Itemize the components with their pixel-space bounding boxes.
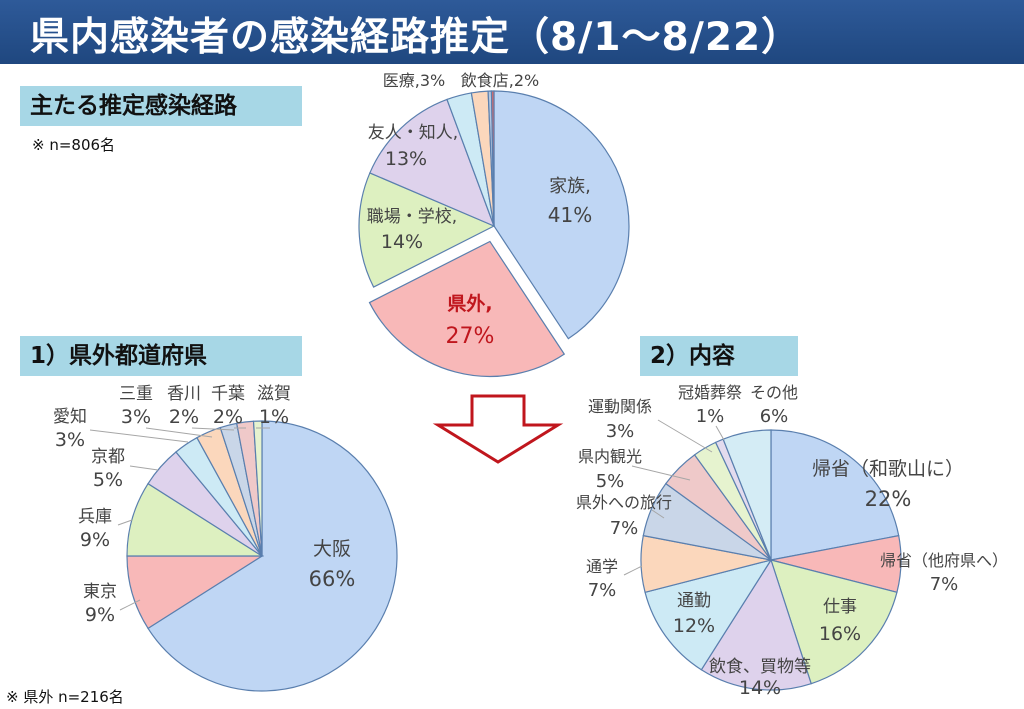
pie-slice [490, 90, 495, 227]
prefecture-heading: 1）県外都道府県 [20, 336, 302, 376]
slice-percent-label: 16% [819, 623, 861, 645]
pie-slice [147, 420, 398, 692]
slice-category-label: 県内観光 [578, 447, 642, 466]
slice-category-label: 愛知 [53, 407, 87, 427]
slice-percent-label: 5% [93, 469, 123, 491]
slice-label: 飲食店,2% [461, 71, 539, 90]
slice-percent-label: 7% [588, 580, 617, 601]
leader-line [631, 465, 691, 481]
slice-category-label: 冠婚葬祭 [678, 383, 742, 402]
slice-percent-label: 6% [760, 406, 789, 427]
slice-category-label: 友人・知人, [368, 123, 458, 143]
slice-percent-label: 3% [121, 406, 151, 428]
pie-slice [369, 98, 496, 228]
slice-category-label: 東京 [83, 582, 117, 602]
leader-line [89, 429, 189, 443]
slice-category-label: 家族, [549, 176, 591, 197]
pie-slice [770, 559, 898, 685]
slice-percent-label: 12% [673, 615, 715, 637]
slice-percent-label: 9% [85, 604, 115, 626]
slice-percent-label: 5% [596, 471, 625, 492]
leader-line [117, 519, 133, 526]
slice-percent-label: 14% [381, 231, 423, 253]
slice-category-label: 飲食、買物等 [709, 657, 811, 677]
slice-category-label: 通学 [586, 557, 618, 576]
slice-category-label: 仕事 [823, 597, 857, 617]
slice-category-label: 帰省（和歌山に） [812, 458, 964, 480]
slice-category-label: 帰省（他府県へ） [880, 551, 1008, 570]
slice-category-label: その他 [750, 383, 798, 402]
slice-percent-label: 22% [865, 487, 912, 511]
slice-category-label: 三重 [119, 384, 153, 404]
slice-percent-label: 14% [739, 677, 781, 699]
slice-category-label: 通勤 [677, 591, 711, 611]
slice-label: 医療,3% [383, 71, 445, 90]
pie-slice [700, 558, 812, 691]
slice-percent-label: 1% [259, 406, 289, 428]
pie-slice [770, 429, 900, 561]
slice-percent-label: 3% [606, 421, 635, 442]
down-arrow-icon [432, 394, 564, 464]
slice-category-label: 県外, [447, 292, 492, 315]
slice-category-label: 京都 [91, 447, 125, 467]
leader-line [145, 427, 213, 438]
pie-slice [252, 420, 263, 557]
prefecture-sample-note: ※ 県外 n=216名 [6, 688, 124, 706]
detail-heading: 2）内容 [640, 336, 798, 376]
main-sample-note: ※ n=806名 [32, 136, 116, 154]
main-route-heading: 主たる推定感染経路 [20, 86, 302, 126]
leader-line [657, 419, 713, 453]
slice-category-label: 大阪 [313, 538, 351, 560]
page-title: 県内感染者の感染経路推定（8/1～8/22） [30, 15, 802, 60]
slice-percent-label: 3% [55, 429, 85, 451]
main-route-pie: 家族, 41% 県外, 27% 職場・学校, 14% 友人・知人, 13% 医療,3% 飲食店,2… [358, 71, 630, 378]
leader-line [715, 425, 725, 441]
slice-category-label: 兵庫 [78, 507, 112, 527]
slice-percent-label: 66% [309, 567, 356, 591]
pie-slice [368, 240, 566, 378]
leader-line [129, 465, 159, 471]
slice-percent-label: 7% [610, 518, 639, 539]
slice-percent-label: 9% [80, 529, 110, 551]
slice-category-label: 香川 [167, 384, 201, 404]
pie-slice [358, 172, 496, 288]
slice-percent-label: 7% [930, 574, 959, 595]
slice-category-label: 職場・学校, [367, 207, 457, 227]
leader-line [651, 509, 665, 519]
pie-slice [644, 559, 773, 671]
slice-category-label: 運動関係 [588, 397, 652, 416]
slice-percent-label: 1% [696, 406, 725, 427]
pie-slice [493, 90, 630, 340]
slice-percent-label: 2% [213, 406, 243, 428]
slice-percent-label: 27% [446, 324, 495, 349]
leader-line [191, 427, 235, 431]
slice-percent-label: 13% [385, 148, 427, 170]
slice-percent-label: 2% [169, 406, 199, 428]
slice-category-label: 滋賀 [257, 384, 291, 404]
slice-category-label: 千葉 [211, 384, 245, 404]
title-banner: 県内感染者の感染経路推定（8/1～8/22） [0, 0, 1024, 64]
slice-category-label: 県外への旅行 [576, 493, 672, 512]
leader-line [623, 565, 643, 576]
leader-line [119, 599, 141, 611]
slice-percent-label: 41% [548, 203, 592, 227]
